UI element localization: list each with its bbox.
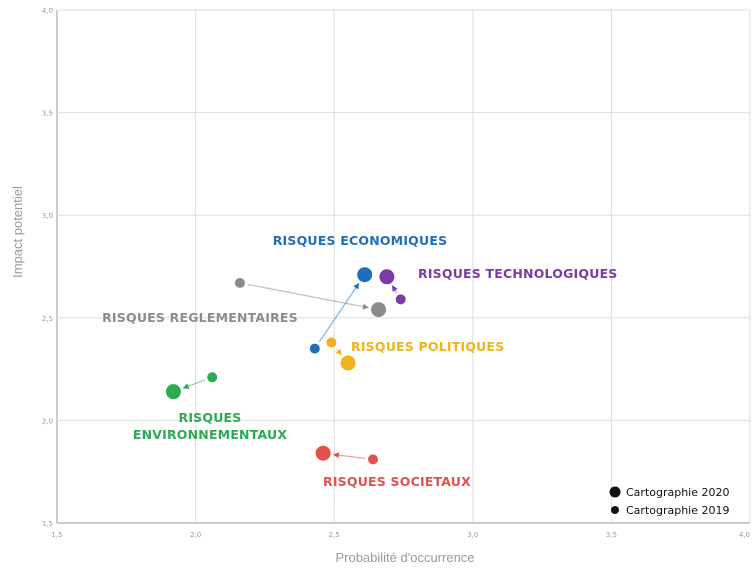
point-2020 [165,384,181,400]
y-axis-label: Impact potentiel [10,186,25,278]
grid [56,9,751,524]
series-label-line: ENVIRONNEMENTAUX [133,427,287,442]
series-label-line: RISQUES POLITIQUES [351,339,504,354]
y-tick-label: 3,5 [42,110,53,118]
x-tick-label: 3,0 [467,531,478,539]
point-2019 [395,294,406,305]
y-tick-label: 2,5 [42,315,53,323]
series-label: RISQUES ECONOMIQUES [273,233,448,248]
point-2019 [207,372,218,383]
point-2020 [315,445,331,461]
series-labels: RISQUES ECONOMIQUES RISQUES TECHNOLOGIQUE… [102,233,617,489]
legend-label: Cartographie 2020 [626,486,730,499]
series-label: RISQUES SOCIETAUX [323,474,471,489]
point-2020 [357,267,373,283]
movement-arrow [318,282,360,343]
x-axis-label: Probabilité d'occurrence [335,550,474,565]
series-label: RISQUES ENVIRONNEMENTAUX [133,410,287,442]
point-2019 [368,454,379,465]
point-2020 [371,302,387,318]
series-label-line: RISQUES TECHNOLOGIQUES [418,266,618,281]
x-tick-label: 2,0 [190,531,201,539]
series-label: RISQUES POLITIQUES [351,339,504,354]
series-label-line: RISQUES REGLEMENTAIRES [102,310,298,325]
legend: Cartographie 2020 Cartographie 2019 [609,486,730,517]
point-2019 [234,277,245,288]
tick-labels: 1,5 2,0 2,5 3,0 3,5 4,0 1,5 2,0 2,5 3,0 3,5 4,0 [42,7,750,539]
legend-marker [611,506,619,514]
y-tick-label: 4,0 [42,7,53,15]
y-tick-label: 3,0 [42,212,53,220]
legend-marker [609,486,621,498]
movement-arrows [182,282,398,460]
point-2020 [379,269,395,285]
point-2019 [326,337,337,348]
series-label-line: RISQUES SOCIETAUX [323,474,471,489]
x-tick-label: 2,5 [329,531,340,539]
x-tick-label: 3,5 [606,531,617,539]
series-label-line: RISQUES [179,410,242,425]
series-label-line: RISQUES ECONOMIQUES [273,233,448,248]
y-tick-label: 2,0 [42,417,53,425]
point-2019 [309,343,320,354]
movement-arrow [332,452,366,460]
x-tick-label: 1,5 [51,531,62,539]
series-label: RISQUES REGLEMENTAIRES [102,310,298,325]
series-label: RISQUES TECHNOLOGIQUES [418,266,618,281]
movement-arrow [182,379,205,389]
movement-arrow [247,283,369,310]
y-tick-label: 1,5 [42,520,53,528]
movement-arrow [335,348,342,356]
x-tick-label: 4,0 [739,531,750,539]
data-points [165,267,406,465]
point-2020 [340,355,356,371]
movement-arrow [391,285,398,293]
legend-label: Cartographie 2019 [626,504,730,517]
